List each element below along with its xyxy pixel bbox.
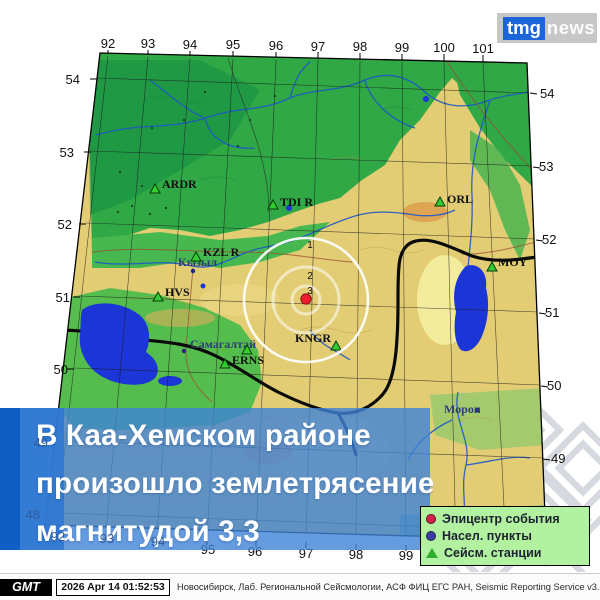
- station-label-moy: MOY: [498, 255, 528, 269]
- station-triangle-ardr: [149, 182, 161, 194]
- gmt-logo: GMT: [0, 579, 52, 596]
- station-label-orl: ORL: [447, 192, 473, 206]
- tmg-news-logo: tmg news: [497, 13, 597, 43]
- epicenter-ring-inner: [290, 284, 322, 316]
- headline-line-1: В Каа-Хемском районе: [36, 419, 371, 452]
- station-label-erns: ERNS: [232, 353, 264, 367]
- axis-right-53: 53: [539, 159, 553, 174]
- attribution-text: Новосибирск, Лаб. Региональной Сейсмолог…: [177, 582, 600, 592]
- station-triangle-hvs: [152, 290, 164, 302]
- axis-left-53: 53: [60, 145, 74, 160]
- legend-label-epicenter: Эпицентр события: [442, 511, 560, 526]
- station-triangle-erns: [219, 357, 231, 369]
- legend-label-stations: Сейсм. станции: [444, 545, 542, 560]
- headline-band-edge-dark: [0, 408, 20, 550]
- town-label-moron: Морон: [444, 402, 481, 416]
- town-dot-moron: [474, 407, 480, 413]
- axis-right-54: 54: [540, 86, 554, 101]
- epicenter-marker-icon: [426, 513, 436, 524]
- axis-right-52: 52: [542, 232, 556, 247]
- epicenter-ring-middle: [271, 265, 341, 335]
- axis-right-51: 51: [545, 305, 559, 320]
- station-label-ardr: ARDR: [162, 177, 197, 191]
- lakes: [79, 96, 489, 386]
- legend-row-settlements: Насел. пункты: [426, 527, 584, 544]
- axis-top-97: 97: [311, 39, 325, 54]
- spot-dots: [116, 90, 277, 216]
- headline-band: [0, 408, 430, 550]
- headline-band-edge-mid: [20, 408, 64, 550]
- station-label-kngr: KNGR: [295, 331, 331, 345]
- ring-label-3: 3: [307, 286, 313, 297]
- station-label-hvs: HVS: [165, 285, 190, 299]
- axis-top-96: 96: [269, 38, 283, 53]
- epicenter-group: 1 2 3: [242, 236, 370, 364]
- axis-top-99: 99: [395, 40, 409, 55]
- seismic-stations: [149, 182, 498, 369]
- town-dot-samagaltay: [181, 348, 187, 354]
- axis-bottom-98: 98: [349, 547, 363, 562]
- axis-left-50: 50: [54, 362, 68, 377]
- ring-label-2: 2: [307, 271, 313, 282]
- settlement-marker-icon: [426, 530, 436, 541]
- axis-right-50: 50: [547, 378, 561, 393]
- epicenter-ring-outer: [242, 236, 370, 364]
- axis-top-92: 92: [101, 36, 115, 51]
- headline-line-2: произошло землетрясение: [36, 467, 435, 500]
- legend-label-settlements: Насел. пункты: [442, 528, 532, 543]
- axis-bottom-99: 99: [399, 548, 413, 563]
- ring-label-1: 1: [307, 240, 313, 251]
- station-label-kzlr: KZL R: [203, 245, 240, 259]
- station-marker-icon: [426, 547, 438, 558]
- axis-left-52: 52: [58, 217, 72, 232]
- axis-labels: 92 93 94 95 96 97 98 99 100 101 54 53 52…: [54, 36, 566, 563]
- town-label-kyzyl: Кызыл: [178, 255, 217, 269]
- map-legend: Эпицентр события Насел. пункты Сейсм. ст…: [420, 506, 590, 566]
- axis-top-100: 100: [433, 40, 455, 55]
- axis-top-95: 95: [226, 37, 240, 52]
- tmg-logo-tmg: tmg: [503, 16, 545, 40]
- station-triangle-kngr: [330, 339, 342, 351]
- headline: В Каа-Хемском районе произошло землетряс…: [36, 412, 436, 556]
- axis-top-98: 98: [353, 39, 367, 54]
- timestamp: 2026 Apr 14 01:52:53: [56, 579, 170, 596]
- towns: Кызыл Самагалтай Морон: [178, 255, 481, 416]
- legend-row-stations: Сейсм. станции: [426, 544, 584, 561]
- axis-left-54: 54: [66, 72, 80, 87]
- tmg-logo-news: news: [546, 17, 596, 38]
- legend-row-epicenter: Эпицентр события: [426, 510, 584, 527]
- station-triangle-kzlr: [190, 250, 202, 262]
- station-label-tdir: TDI R: [280, 195, 313, 209]
- station-triangle-orl: [434, 195, 446, 207]
- town-dot-kyzyl: [190, 268, 196, 274]
- axis-left-51: 51: [56, 290, 70, 305]
- station-triangle-extra: [241, 343, 253, 355]
- station-triangle-moy: [486, 260, 498, 272]
- station-triangle-tdir: [267, 198, 279, 210]
- axis-top-94: 94: [183, 37, 197, 52]
- headline-line-3: магнитудой 3,3: [36, 515, 260, 548]
- station-labels: ARDR TDI R ORL KZL R HVS KNGR ERNS MOY: [162, 177, 528, 367]
- axis-top-101: 101: [472, 41, 494, 56]
- axis-top-93: 93: [141, 36, 155, 51]
- epicenter-dot: [300, 293, 312, 305]
- town-label-samagaltay: Самагалтай: [190, 337, 256, 351]
- axis-right-49: 49: [551, 451, 565, 466]
